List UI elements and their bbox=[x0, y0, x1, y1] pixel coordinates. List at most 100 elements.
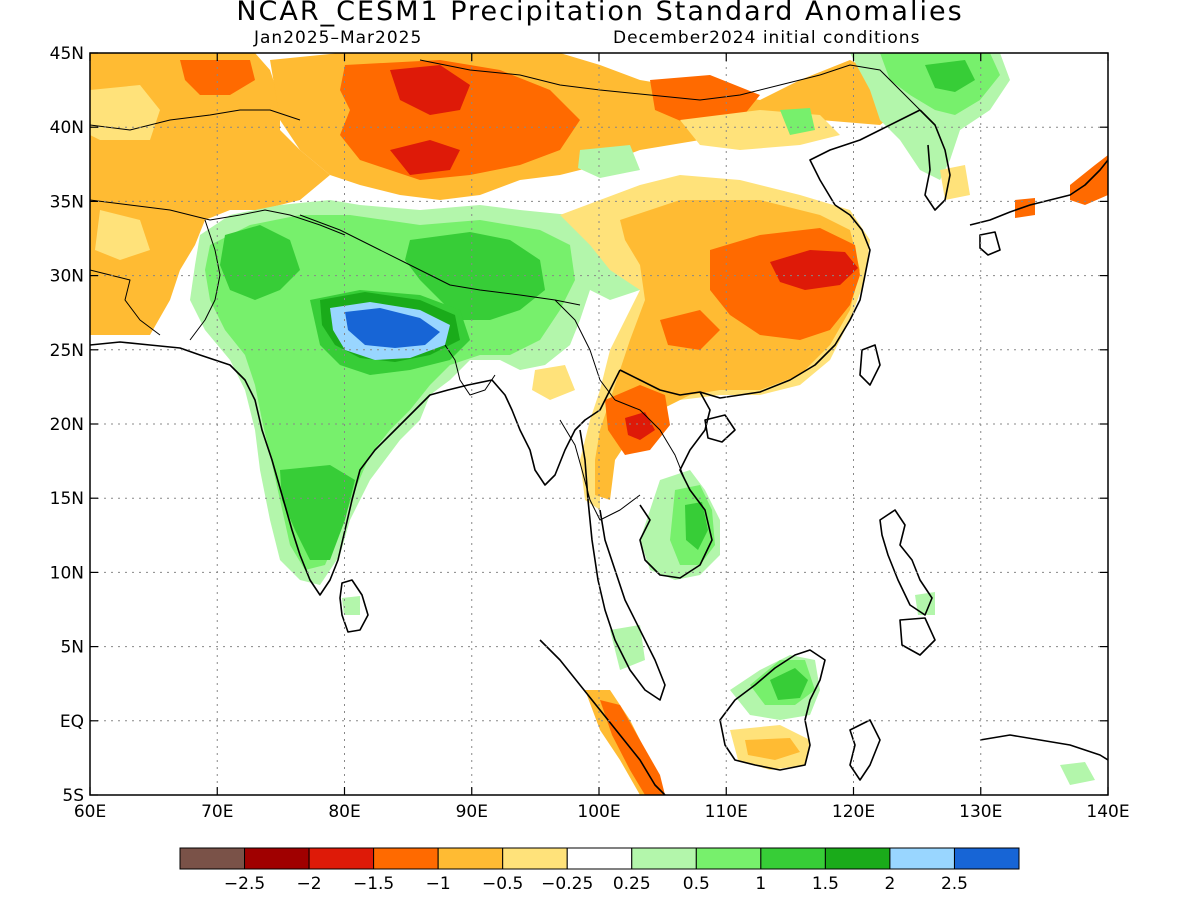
coast-indochina bbox=[619, 369, 713, 579]
region-laos-red bbox=[625, 412, 655, 440]
y-tick-label: 25N bbox=[50, 341, 84, 361]
region-korea-south-dry bbox=[940, 165, 970, 200]
colorbar-swatch bbox=[308, 847, 375, 870]
region-aral-light bbox=[90, 85, 160, 140]
region-philippines-wet bbox=[915, 592, 935, 615]
forecast-period: Jan2025–Mar2025 bbox=[254, 28, 423, 48]
y-tick-label: 5N bbox=[60, 638, 84, 658]
coast-japan bbox=[969, 159, 1108, 226]
coast-korea bbox=[919, 109, 951, 211]
region-kyrgyz-orange bbox=[180, 60, 255, 95]
colorbar-swatch bbox=[824, 847, 891, 870]
coast-mindanao bbox=[899, 617, 936, 656]
coast-malay-peninsula bbox=[579, 429, 666, 701]
region-sri-lanka-wet bbox=[342, 596, 360, 615]
border-iran-pak bbox=[90, 269, 161, 336]
region-japan-dry2 bbox=[1015, 198, 1035, 218]
gridlines bbox=[90, 53, 1108, 795]
y-tick-label: 35N bbox=[50, 192, 84, 212]
border-himalaya bbox=[299, 214, 581, 306]
coast-borneo bbox=[719, 649, 826, 771]
y-tick-label: 10N bbox=[50, 563, 84, 583]
region-yangtze-red bbox=[770, 250, 858, 290]
x-tick-label: 130E bbox=[959, 802, 1002, 822]
x-tick-label: 90E bbox=[456, 802, 488, 822]
initial-conditions: December2024 initial conditions bbox=[613, 28, 921, 48]
region-karakum bbox=[95, 210, 150, 260]
x-axis-labels: 60E 70E 80E 90E 100E 110E 120E 130E 140E bbox=[74, 802, 1130, 822]
coast-sri-lanka bbox=[339, 579, 369, 633]
region-mongolia-orange bbox=[650, 75, 760, 125]
colorbar-swatch bbox=[502, 847, 568, 870]
border-kazakh bbox=[90, 109, 301, 131]
region-borneo-mid bbox=[770, 668, 808, 700]
region-peninsula-mid bbox=[280, 465, 355, 560]
colorbar-labels: −2.5 −2 −1.5 −1 −0.5 −0.25 0.25 0.5 1 1.5 2 2.5 bbox=[224, 874, 968, 894]
y-tick-label: 40N bbox=[50, 118, 84, 138]
y-tick-label: EQ bbox=[60, 712, 84, 732]
x-tick-label: 60E bbox=[74, 802, 106, 822]
colorbar-swatch bbox=[244, 847, 310, 870]
coastlines bbox=[90, 109, 1108, 795]
y-axis-labels: 5S EQ 5N 10N 15N 20N 25N 30N 35N 40N 45N bbox=[50, 44, 84, 806]
coast-sumatra bbox=[539, 639, 666, 795]
border-laos-viet bbox=[614, 399, 686, 481]
y-tick-label: 30N bbox=[50, 267, 84, 287]
y-tick-label: 5S bbox=[62, 786, 84, 806]
region-tarim-red bbox=[390, 65, 470, 115]
colorbar-label: −1.5 bbox=[353, 874, 394, 894]
coast-hainan bbox=[704, 414, 736, 443]
region-tarim-red2 bbox=[390, 140, 460, 175]
country-borders bbox=[90, 59, 921, 521]
region-korea-mid bbox=[925, 60, 975, 92]
colorbar-swatch bbox=[631, 847, 697, 870]
border-bangladesh bbox=[444, 344, 496, 396]
coast-south-china bbox=[699, 204, 871, 399]
x-tick-label: 80E bbox=[328, 802, 360, 822]
colorbar bbox=[179, 847, 1020, 870]
coast-bohai bbox=[809, 109, 921, 206]
coast-arabian-sea bbox=[90, 341, 621, 596]
region-vietnam-mid bbox=[685, 502, 708, 550]
region-shandong-wet bbox=[780, 108, 815, 135]
coast-sulawesi bbox=[849, 719, 881, 781]
axis-ticks bbox=[89, 52, 1109, 796]
region-northchina-wet bbox=[578, 145, 640, 178]
colorbar-label: −0.25 bbox=[541, 874, 593, 894]
coast-new-guinea bbox=[979, 734, 1108, 761]
colorbar-label: 0.25 bbox=[613, 874, 651, 894]
colorbar-label: 1.5 bbox=[812, 874, 839, 894]
y-tick-label: 45N bbox=[50, 44, 84, 64]
coast-taiwan bbox=[859, 344, 881, 386]
region-yunnan-lightyellow bbox=[532, 365, 575, 400]
colorbar-label: 2.5 bbox=[941, 874, 968, 894]
y-tick-label: 15N bbox=[50, 489, 84, 509]
border-myanmar-thai bbox=[559, 419, 641, 521]
border-ne-china bbox=[819, 64, 921, 111]
border-mongolia bbox=[419, 59, 821, 101]
region-new-guinea-wet bbox=[1060, 762, 1095, 785]
colorbar-label: 0.5 bbox=[683, 874, 710, 894]
region-sichuan-orange bbox=[660, 310, 720, 350]
border-china-south bbox=[554, 299, 616, 401]
region-ganges-blue bbox=[345, 308, 440, 348]
y-tick-label: 20N bbox=[50, 415, 84, 435]
region-sumatra-orange bbox=[600, 700, 665, 795]
colorbar-swatch bbox=[179, 847, 246, 870]
colorbar-swatch bbox=[373, 847, 439, 870]
colorbar-label: 2 bbox=[885, 874, 896, 894]
x-tick-label: 70E bbox=[201, 802, 233, 822]
x-tick-label: 140E bbox=[1086, 802, 1129, 822]
colorbar-swatch bbox=[760, 847, 826, 870]
colorbar-swatch bbox=[566, 847, 633, 870]
coast-kyushu bbox=[979, 231, 1001, 256]
x-tick-label: 120E bbox=[832, 802, 875, 822]
colorbar-swatch bbox=[889, 847, 955, 870]
border-central-asia bbox=[90, 199, 346, 236]
colorbar-label: −2 bbox=[297, 874, 322, 894]
colorbar-label: −0.5 bbox=[482, 874, 523, 894]
colorbar-label: 1 bbox=[755, 874, 766, 894]
border-pak-india bbox=[189, 219, 221, 341]
region-india-mid bbox=[220, 225, 300, 300]
x-tick-label: 110E bbox=[705, 802, 748, 822]
